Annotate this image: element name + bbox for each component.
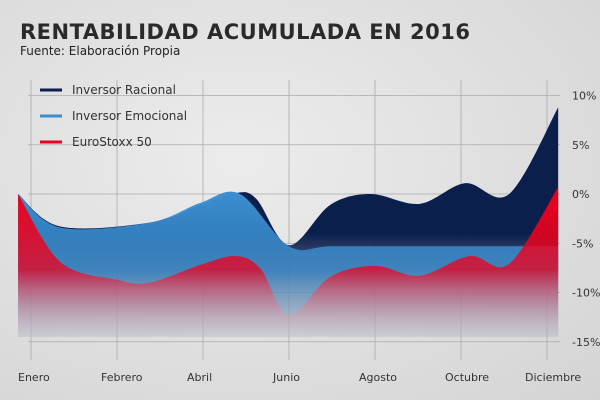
x-tick-label: Febrero bbox=[101, 371, 143, 384]
x-tick-label: Diciembre bbox=[525, 371, 581, 384]
x-tick-label: Abril bbox=[187, 371, 212, 384]
series-area-2 bbox=[18, 187, 559, 337]
x-tick-label: Enero bbox=[18, 371, 50, 384]
y-tick-label: -15% bbox=[572, 336, 600, 349]
y-tick-label: -10% bbox=[572, 287, 600, 300]
y-tick-label: -5% bbox=[572, 237, 593, 250]
chart-title: RENTABILIDAD ACUMULADA EN 2016 bbox=[20, 20, 471, 44]
y-tick-label: 5% bbox=[572, 139, 589, 152]
x-tick-label: Octubre bbox=[445, 371, 489, 384]
y-tick-label: 10% bbox=[572, 90, 596, 103]
y-tick-label: 0% bbox=[572, 188, 589, 201]
x-tick-label: Agosto bbox=[359, 371, 397, 384]
legend-label: EuroStoxx 50 bbox=[72, 135, 152, 149]
chart-subtitle: Fuente: Elaboración Propia bbox=[20, 44, 181, 58]
legend-label: Inversor Racional bbox=[72, 83, 176, 97]
legend-label: Inversor Emocional bbox=[72, 109, 187, 123]
x-tick-label: Junio bbox=[272, 371, 300, 384]
